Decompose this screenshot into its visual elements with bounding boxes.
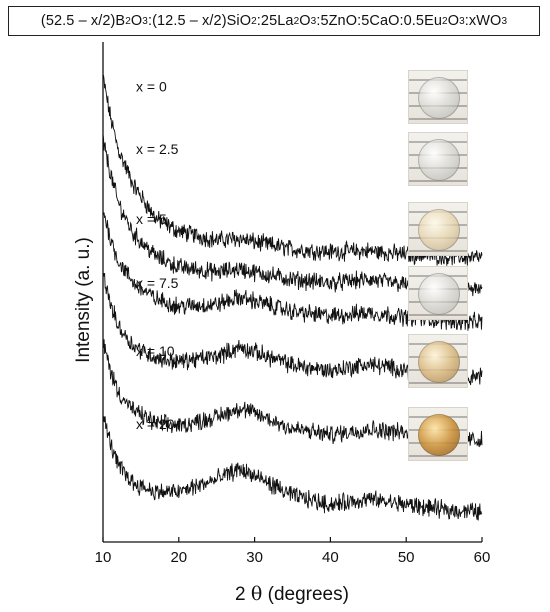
glass-sample-icon — [418, 414, 460, 457]
title-subscript: 2 — [251, 15, 257, 27]
series-label: x = 5 — [136, 211, 167, 227]
sample-photo — [408, 334, 468, 388]
title-subscript: 2 — [125, 15, 131, 27]
x-tick-label: 40 — [322, 549, 339, 566]
series-line — [102, 414, 483, 521]
title-text: :25La — [256, 13, 294, 29]
title-text: :5ZnO:5CaO:0.5Eu — [316, 13, 443, 29]
series-label: x = 2.5 — [136, 141, 179, 157]
series-label: x = 7.5 — [136, 275, 179, 291]
sample-photo — [408, 201, 468, 256]
title-subscript: 2 — [293, 15, 300, 27]
sample-photo — [408, 266, 468, 321]
title-subscript: 3 — [501, 15, 508, 27]
title-text: O — [299, 13, 311, 29]
glass-sample-icon — [418, 139, 460, 182]
series-label: x = 20 — [136, 416, 175, 432]
x-axis-label-prefix: 2 — [235, 584, 246, 605]
chart-title: (52.5 – x/2)B 2 O 3:(12.5 – x/2)SiO 2:25La 2 O… — [8, 6, 540, 36]
x-tick-label: 30 — [246, 549, 263, 566]
series-label: x = 0 — [136, 79, 167, 95]
series-labels: x = 0 x = 2.5 x = 5 x = 7.5 x = 10 x = 20 — [136, 79, 179, 433]
sample-photo — [408, 407, 468, 462]
title-subscript: 2 — [442, 15, 448, 27]
sample-photo — [408, 132, 468, 187]
title-subscript: 3 — [459, 15, 465, 27]
title-text: (52.5 – x/2)B — [40, 13, 126, 29]
x-tick-label: 10 — [95, 549, 112, 566]
glass-sample-icon — [418, 208, 460, 251]
glass-sample-icon — [418, 341, 460, 383]
glass-sample-icon — [418, 273, 460, 316]
title-subscript: 3 — [310, 15, 317, 27]
y-axis-label: Intensity (a. u.) — [73, 237, 94, 363]
x-tick-label: 20 — [170, 549, 187, 566]
axes: 10 20 30 40 50 60 — [95, 42, 491, 566]
title-text: :(12.5 – x/2)SiO — [147, 13, 252, 29]
sample-photo — [408, 69, 468, 124]
series-label: x = 10 — [136, 343, 175, 359]
title-text: :xWO — [464, 13, 502, 29]
glass-sample-icon — [418, 76, 460, 119]
x-axis-label: 2 θ (degrees) — [235, 583, 349, 606]
x-tick-label: 60 — [474, 549, 491, 566]
x-tick-label: 50 — [398, 549, 415, 566]
x-axis-label-suffix: (degrees) — [262, 584, 349, 605]
title-text: O — [447, 13, 460, 29]
x-axis-label-theta: θ — [250, 583, 263, 605]
title-subscript: 3 — [142, 15, 148, 27]
title-text: O — [130, 13, 143, 29]
